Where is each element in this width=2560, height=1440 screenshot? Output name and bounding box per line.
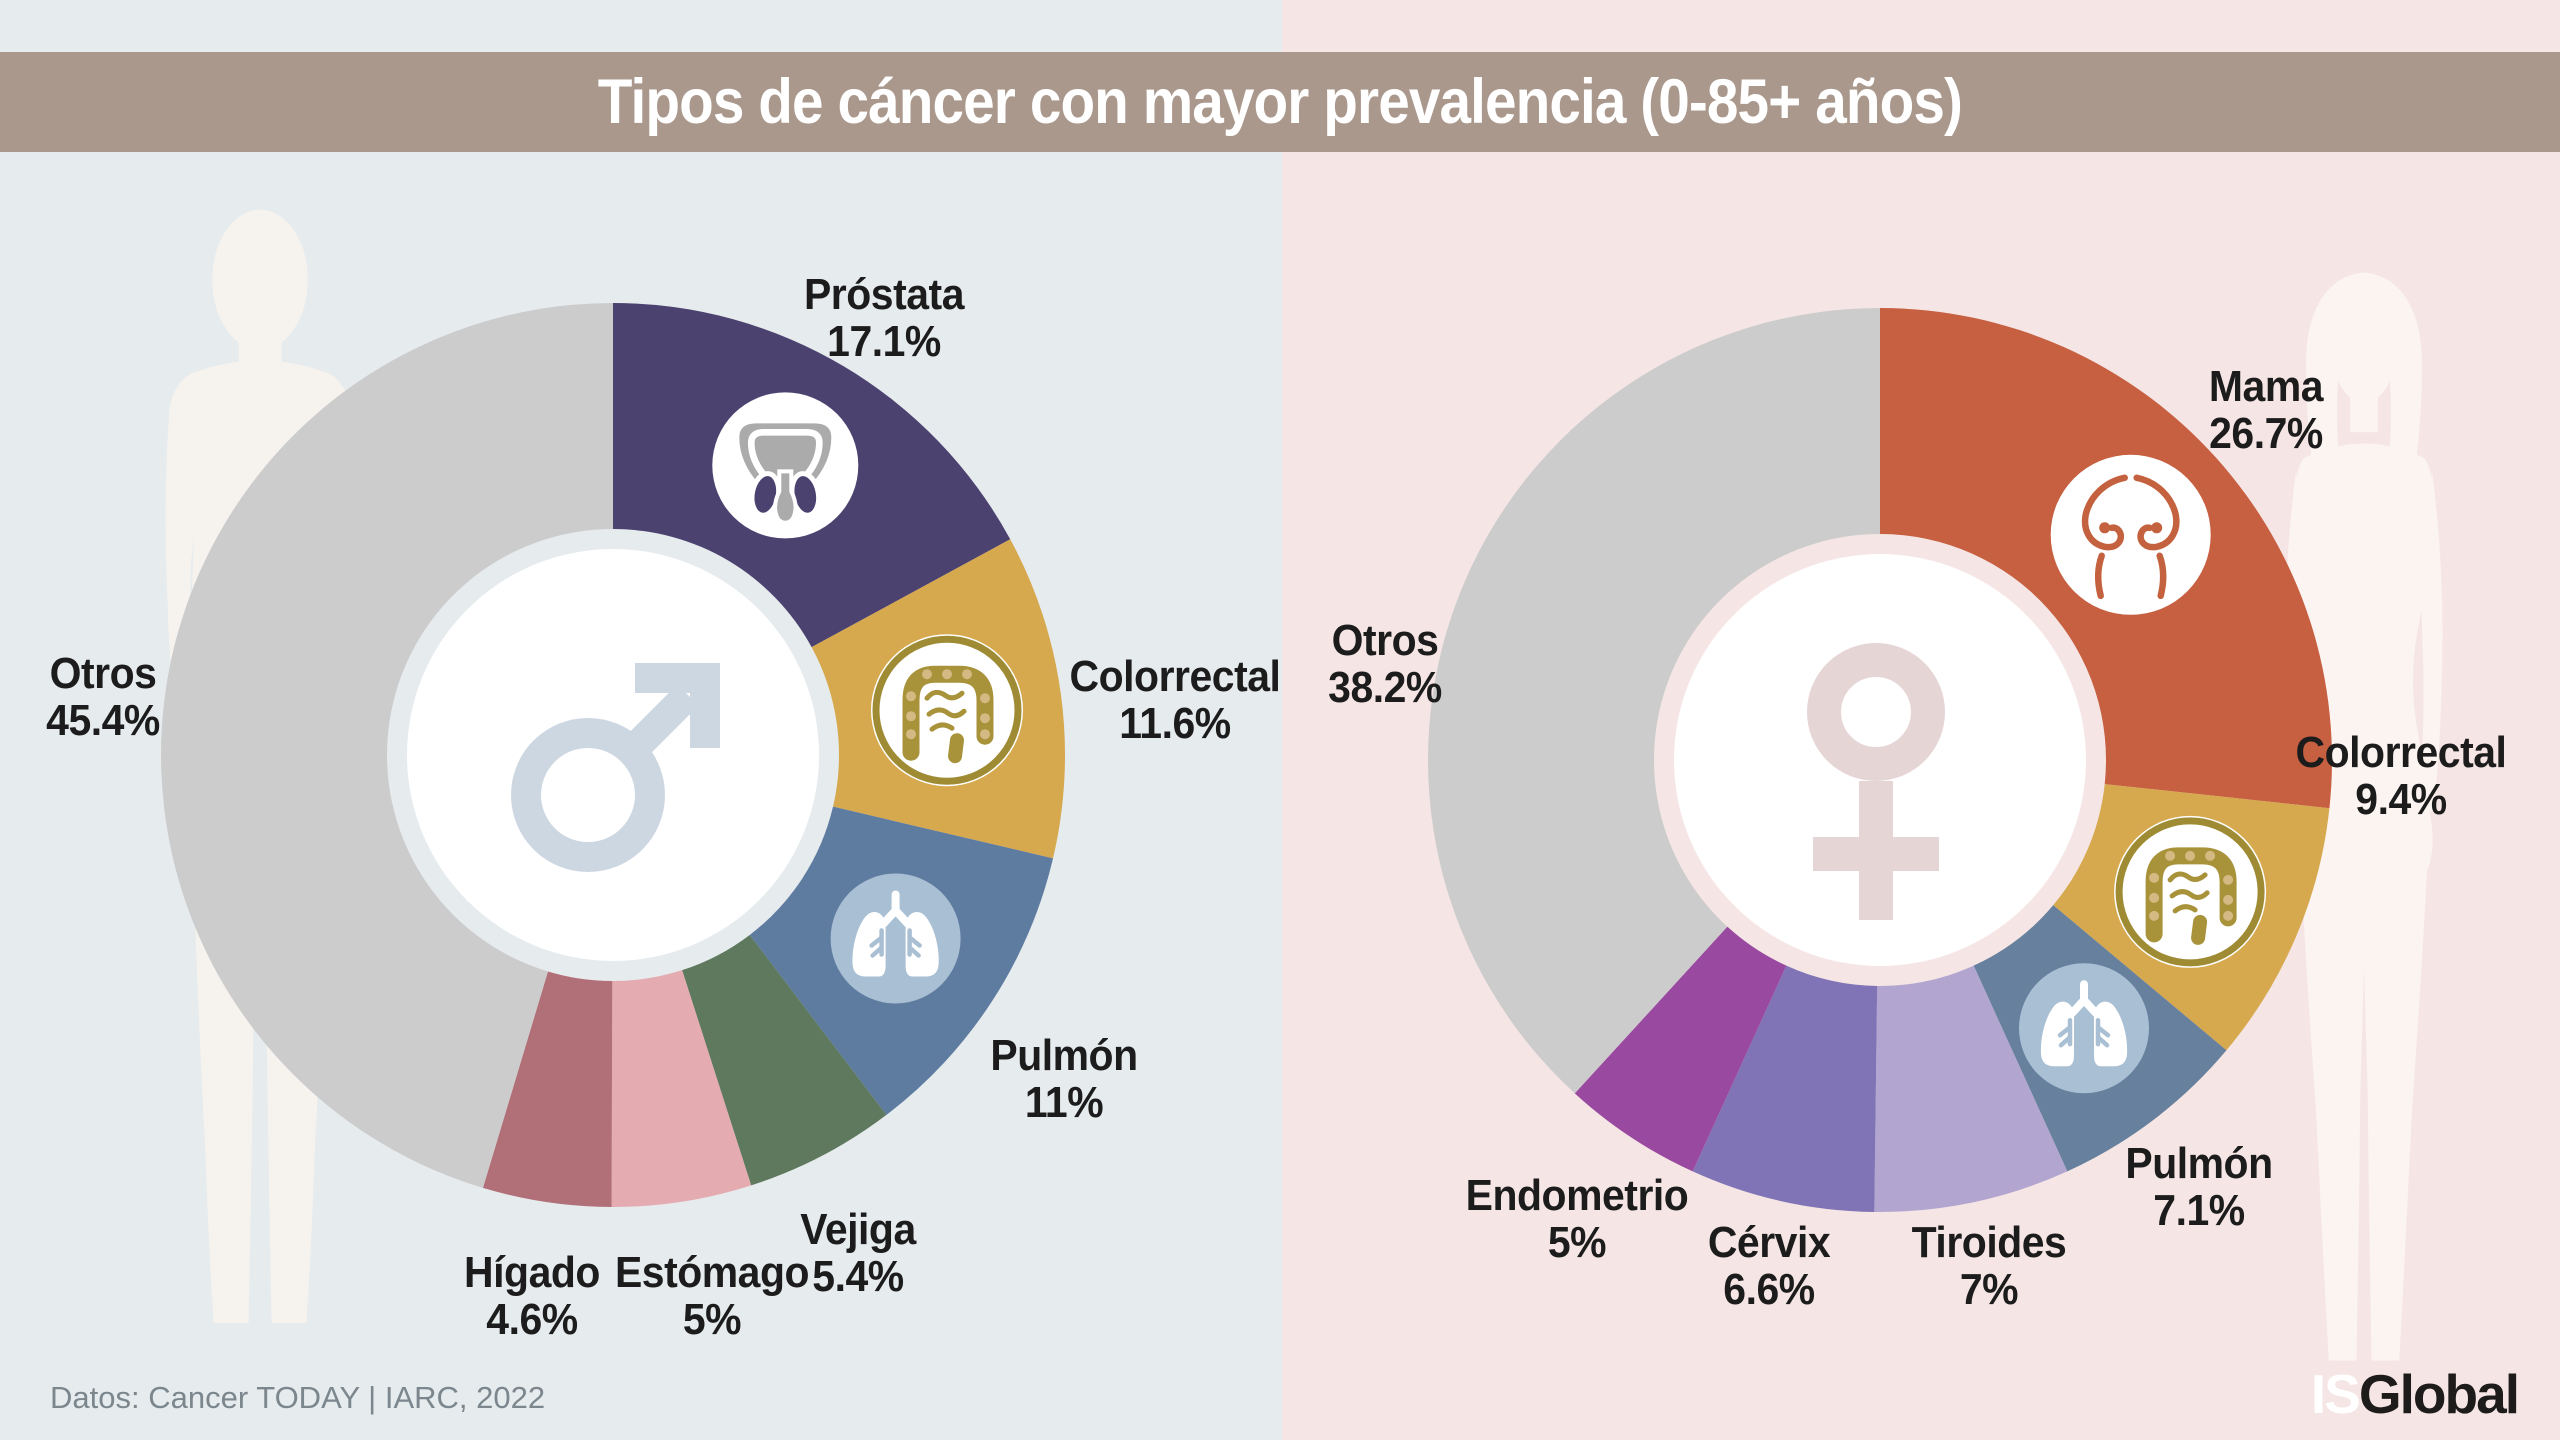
colon-icon xyxy=(2114,815,2267,968)
data-source: Datos: Cancer TODAY | IARC, 2022 xyxy=(50,1380,546,1415)
breast-icon xyxy=(2050,454,2211,615)
slice-vejiga-male xyxy=(682,934,887,1186)
slice-tiroides-female xyxy=(1874,965,2068,1212)
isglobal-logo-global: Global xyxy=(2358,1363,2520,1425)
slice-otros-male xyxy=(161,303,613,1188)
slice-cervix-female xyxy=(1692,965,1878,1212)
male-donut xyxy=(161,303,1066,1208)
isglobal-logo: ISGlobal xyxy=(2310,1362,2520,1426)
male-symbol xyxy=(511,663,720,872)
slice-estomago-male xyxy=(611,970,752,1208)
lungs-icon xyxy=(830,873,961,1004)
lungs-icon xyxy=(2019,963,2149,1094)
page-title: Tipos de cáncer con mayor prevalencia (0… xyxy=(597,67,1963,137)
title-bar: Tipos de cáncer con mayor prevalencia (0… xyxy=(0,52,2560,152)
isglobal-logo-is: IS xyxy=(2310,1363,2361,1425)
female-symbol xyxy=(1807,643,1945,920)
slice-endometrio-female xyxy=(1574,926,1787,1172)
slice-higado-male xyxy=(482,971,613,1207)
prostate-icon xyxy=(712,392,859,539)
slice-otros-female xyxy=(1427,308,1880,1094)
colon-icon xyxy=(871,634,1023,787)
female-donut xyxy=(1427,308,2332,1212)
